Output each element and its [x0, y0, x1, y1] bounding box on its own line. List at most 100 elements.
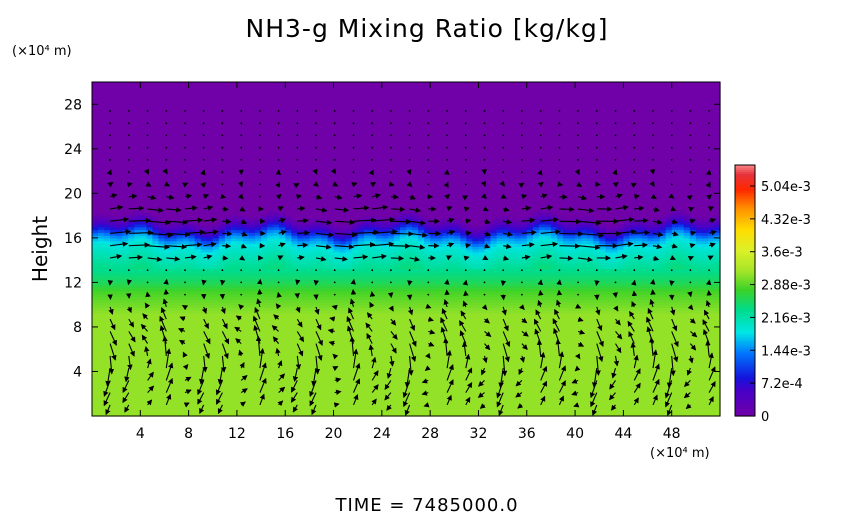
- heatmap-cell: [170, 299, 178, 303]
- heatmap-cell: [653, 335, 661, 339]
- heatmap-cell: [490, 379, 498, 384]
- heatmap-cell: [110, 332, 117, 336]
- heatmap-cell: [713, 382, 721, 386]
- heatmap-cell: [194, 285, 202, 289]
- heatmap-cell: [520, 296, 528, 300]
- heatmap-cell: [653, 285, 661, 289]
- heatmap-cell: [701, 410, 709, 414]
- heatmap-cell: [575, 371, 582, 375]
- heatmap-cell: [430, 296, 437, 300]
- heatmap-cell: [188, 363, 196, 367]
- heatmap-cell: [556, 371, 564, 375]
- heatmap-cell: [508, 329, 516, 334]
- heatmap-cell: [345, 396, 353, 400]
- heatmap-cell: [695, 287, 703, 292]
- heatmap-cell: [200, 388, 208, 392]
- heatmap-cell: [92, 335, 99, 339]
- heatmap-cell: [273, 343, 280, 348]
- heatmap-cell: [587, 371, 594, 375]
- heatmap-cell: [635, 285, 643, 289]
- heatmap-cell: [520, 374, 528, 378]
- heatmap-cell: [599, 399, 606, 403]
- heatmap-cell: [418, 321, 425, 325]
- heatmap-cell: [544, 374, 552, 378]
- heatmap-cell: [309, 346, 317, 350]
- heatmap-cell: [291, 335, 298, 339]
- heatmap-cell: [550, 379, 558, 384]
- heatmap-cell: [140, 390, 147, 395]
- heatmap-cell: [224, 335, 232, 339]
- heatmap-cell: [140, 293, 147, 297]
- heatmap-cell: [176, 354, 184, 359]
- heatmap-cell: [556, 321, 564, 325]
- heatmap-cell: [605, 399, 612, 403]
- heatmap-cell: [369, 335, 377, 339]
- heatmap-cell: [472, 304, 480, 309]
- heatmap-cell: [224, 307, 232, 311]
- heatmap-cell: [315, 321, 323, 325]
- heatmap-cell: [629, 379, 637, 384]
- heatmap-cell: [164, 296, 172, 300]
- heatmap-cell: [623, 404, 631, 409]
- heatmap-cell: [490, 307, 498, 311]
- heatmap-cell: [279, 304, 286, 309]
- heatmap-cell: [399, 396, 407, 400]
- heatmap-cell: [575, 287, 582, 292]
- heatmap-cell: [273, 293, 280, 297]
- heatmap-cell: [206, 363, 214, 367]
- heatmap-cell: [629, 365, 637, 370]
- heatmap-cell: [194, 282, 202, 286]
- heatmap-cell: [104, 351, 111, 356]
- heatmap-cell: [170, 396, 178, 400]
- heatmap-cell: [399, 313, 407, 317]
- heatmap-cell: [665, 360, 673, 364]
- heatmap-cell: [502, 385, 510, 389]
- heatmap-cell: [544, 377, 552, 381]
- heatmap-cell: [249, 393, 256, 398]
- heatmap-cell: [369, 407, 377, 412]
- heatmap-cell: [273, 299, 280, 303]
- heatmap-cell: [321, 301, 329, 306]
- heatmap-cell: [327, 385, 335, 389]
- heatmap-cell: [520, 396, 528, 400]
- heatmap-cell: [490, 351, 498, 356]
- heatmap-cell: [285, 368, 292, 373]
- heatmap-cell: [418, 304, 425, 309]
- heatmap-cell: [357, 332, 365, 336]
- heatmap-cell: [581, 313, 588, 317]
- heatmap-cell: [472, 340, 480, 345]
- heatmap-cell: [556, 390, 564, 395]
- heatmap-cell: [665, 343, 673, 348]
- heatmap-cell: [623, 307, 631, 311]
- heatmap-cell: [490, 346, 498, 350]
- heatmap-cell: [92, 363, 99, 367]
- heatmap-cell: [701, 343, 709, 348]
- heatmap-cell: [321, 296, 329, 300]
- heatmap-cell: [200, 287, 208, 292]
- heatmap-cell: [605, 282, 612, 286]
- heatmap-cell: [176, 404, 184, 409]
- heatmap-cell: [170, 346, 178, 350]
- heatmap-cell: [297, 315, 304, 320]
- heatmap-cell: [333, 313, 341, 317]
- heatmap-cell: [418, 393, 425, 398]
- heatmap-cell: [436, 385, 443, 389]
- heatmap-cell: [267, 310, 274, 314]
- heatmap-cell: [611, 340, 618, 345]
- heatmap-cell: [285, 332, 292, 336]
- heatmap-cell: [514, 371, 522, 375]
- heatmap-cell: [581, 357, 588, 361]
- heatmap-cell: [581, 379, 588, 384]
- heatmap-cell: [357, 299, 365, 303]
- heatmap-cell: [164, 318, 172, 322]
- heatmap-cell: [677, 282, 685, 286]
- heatmap-cell: [412, 338, 419, 342]
- heatmap-cell: [550, 360, 558, 364]
- heatmap-cell: [116, 357, 123, 361]
- heatmap-cell: [671, 385, 679, 389]
- heatmap-cell: [496, 346, 504, 350]
- heatmap-cell: [92, 313, 99, 317]
- heatmap-cell: [363, 390, 371, 395]
- heatmap-cell: [496, 379, 504, 384]
- heatmap-cell: [285, 413, 292, 417]
